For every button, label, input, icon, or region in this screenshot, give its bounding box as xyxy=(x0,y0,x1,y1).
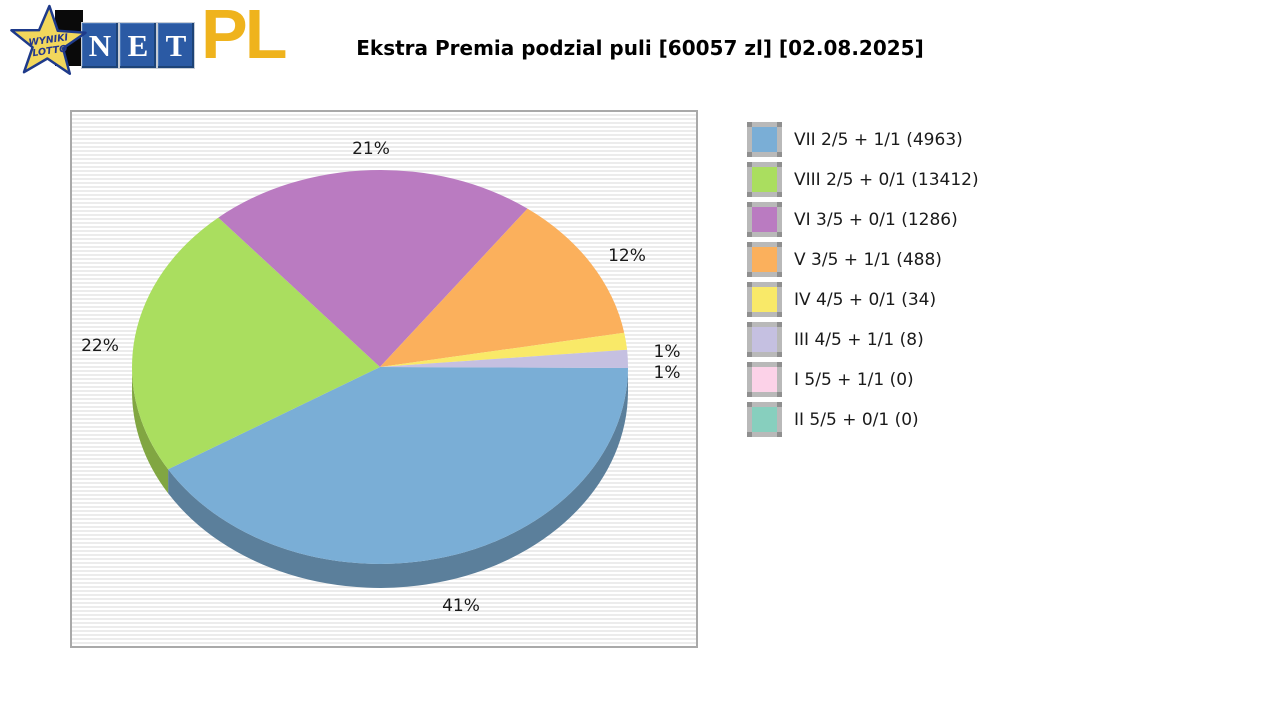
legend-label: III 4/5 + 1/1 (8) xyxy=(794,329,924,350)
pie-percent-label: 41% xyxy=(442,596,480,616)
legend-label: VII 2/5 + 1/1 (4963) xyxy=(794,129,963,150)
legend-swatch-icon xyxy=(747,242,782,277)
legend-swatch-icon xyxy=(747,202,782,237)
logo-pl-text: PL xyxy=(201,0,287,73)
legend-swatch-color xyxy=(752,327,777,352)
legend-swatch-color xyxy=(752,127,777,152)
legend-item: VIII 2/5 + 0/1 (13412) xyxy=(747,162,979,197)
legend-swatch-color xyxy=(752,167,777,192)
pie-percent-label: 22% xyxy=(81,336,119,356)
pie-percent-label: 1% xyxy=(653,342,681,362)
legend-item: I 5/5 + 1/1 (0) xyxy=(747,362,979,397)
pie-slice-viii xyxy=(132,217,380,470)
logo-net-letter: T xyxy=(158,23,194,68)
legend-swatch-color xyxy=(752,287,777,312)
legend-label: IV 4/5 + 0/1 (34) xyxy=(794,289,937,310)
legend-item: VI 3/5 + 0/1 (1286) xyxy=(747,202,979,237)
legend-item: IV 4/5 + 0/1 (34) xyxy=(747,282,979,317)
chart-legend: VII 2/5 + 1/1 (4963) VIII 2/5 + 0/1 (1341… xyxy=(747,122,979,442)
legend-swatch-color xyxy=(752,207,777,232)
pie-chart-panel: 41% 22% 21% 12% 1% 1% xyxy=(70,110,698,648)
legend-swatch-icon xyxy=(747,322,782,357)
legend-swatch-icon xyxy=(747,122,782,157)
legend-item: II 5/5 + 0/1 (0) xyxy=(747,402,979,437)
lotto-star-icon: WYNIKI LOTTO xyxy=(10,4,87,75)
pie-slice-vi xyxy=(218,169,528,367)
pie-percent-label: 1% xyxy=(653,363,681,383)
page-title: Ekstra Premia podzial puli [60057 zl] [0… xyxy=(356,36,924,60)
star-text-lotto: LOTTO xyxy=(32,43,68,59)
legend-swatch-color xyxy=(752,367,777,392)
legend-label: V 3/5 + 1/1 (488) xyxy=(794,249,942,270)
pie-slice-iii xyxy=(380,349,629,368)
legend-label: I 5/5 + 1/1 (0) xyxy=(794,369,914,390)
legend-item: V 3/5 + 1/1 (488) xyxy=(747,242,979,277)
legend-swatch-color xyxy=(752,247,777,272)
logo-net-letter: E xyxy=(120,23,156,68)
pie-slice-side xyxy=(132,367,169,494)
legend-swatch-icon xyxy=(747,362,782,397)
pie-slice-v xyxy=(380,208,625,367)
legend-label: VI 3/5 + 0/1 (1286) xyxy=(794,209,958,230)
legend-swatch-icon xyxy=(747,402,782,437)
legend-item: III 4/5 + 1/1 (8) xyxy=(747,322,979,357)
legend-swatch-icon xyxy=(747,162,782,197)
pie-slice-vii xyxy=(168,367,628,564)
legend-item: VII 2/5 + 1/1 (4963) xyxy=(747,122,979,157)
pie-slice-iv xyxy=(380,332,628,367)
legend-swatch-icon xyxy=(747,282,782,317)
legend-label: II 5/5 + 0/1 (0) xyxy=(794,409,919,430)
pie-percent-label: 12% xyxy=(608,246,646,266)
legend-label: VIII 2/5 + 0/1 (13412) xyxy=(794,169,979,190)
logo-net-letter: N xyxy=(82,23,118,68)
legend-swatch-color xyxy=(752,407,777,432)
pie-percent-label: 21% xyxy=(352,139,390,159)
pie-chart xyxy=(132,169,629,588)
